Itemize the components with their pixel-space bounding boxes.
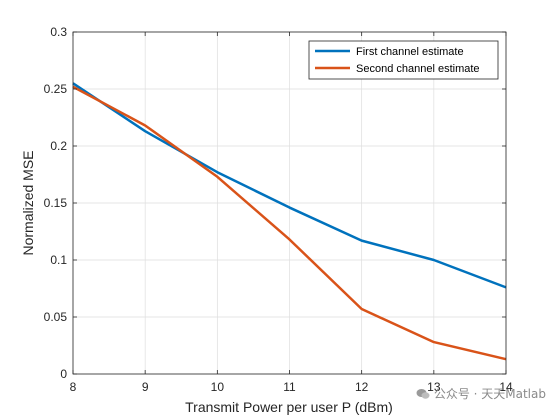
series-layer <box>72 82 507 361</box>
x-tick-label: 12 <box>355 380 369 394</box>
x-axis-label: Transmit Power per user P (dBm) <box>185 399 393 415</box>
watermark: 公众号 · 天天Matlab <box>416 385 546 402</box>
y-tick-label: 0.3 <box>50 25 67 39</box>
x-tick-label: 13 <box>427 380 441 394</box>
x-tick-label: 8 <box>70 380 77 394</box>
x-tick-label: 10 <box>211 380 225 394</box>
y-tick-label: 0.25 <box>44 82 68 96</box>
x-tick-label: 14 <box>499 380 513 394</box>
series-line-2 <box>72 85 507 361</box>
series-line-1 <box>72 82 507 289</box>
wechat-icon <box>416 388 430 399</box>
legend-label-second: Second channel estimate <box>356 63 480 75</box>
y-axis-label: Normalized MSE <box>20 150 36 255</box>
legend-label-first: First channel estimate <box>356 46 464 58</box>
y-tick-label: 0.1 <box>50 253 67 267</box>
ticks <box>72 31 507 375</box>
y-tick-label: 0 <box>60 367 67 381</box>
watermark-text: 公众号 · 天天Matlab <box>433 387 546 401</box>
x-tick-label: 9 <box>142 380 149 394</box>
y-tick-label: 0.15 <box>44 196 68 210</box>
tick-labels: 8 9 10 11 12 13 14 0 0.05 0.1 0.15 0.2 0.25 0.3 <box>44 25 513 394</box>
y-tick-label: 0.05 <box>44 310 68 324</box>
y-tick-label: 0.2 <box>50 139 67 153</box>
x-tick-label: 11 <box>283 380 296 394</box>
legend: First channel estimate Second channel es… <box>308 40 499 80</box>
legend-box <box>308 40 499 80</box>
